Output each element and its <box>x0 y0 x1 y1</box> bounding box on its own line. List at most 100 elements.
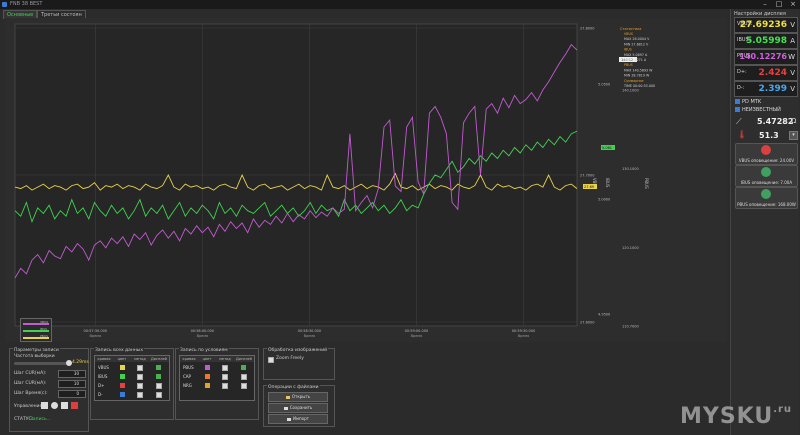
all-data-title: Запись всех данных <box>94 348 145 353</box>
image-ops-title: Обработка изображений <box>267 348 329 353</box>
col-color: цвет <box>113 356 131 362</box>
color-swatch[interactable] <box>205 374 210 379</box>
col-curve: кривая <box>95 356 113 362</box>
save-button[interactable]: Сохранить <box>268 403 328 413</box>
pause-icon[interactable] <box>61 402 68 409</box>
grid-lines <box>15 24 577 326</box>
step-time-label: Шаг Время(с): <box>14 391 48 396</box>
x-tick-label: 00:59:00.000 <box>405 329 429 333</box>
y-right-tick: 140.1000 <box>622 89 639 93</box>
color-swatch[interactable] <box>120 365 125 370</box>
meter-ibus-value: 5.05998 <box>746 36 787 46</box>
step-cur-input-1[interactable]: 30 <box>58 370 86 378</box>
maximize-button[interactable]: □ <box>775 0 783 8</box>
step-cur-label-2: Шаг CUR(мА): <box>14 381 47 386</box>
protocol-check-unknown[interactable]: НЕИЗВЕСТНЫЙ <box>735 107 781 113</box>
slider-handle[interactable] <box>66 360 72 366</box>
import-button[interactable]: Импорт <box>268 414 328 424</box>
series-line-ibus <box>14 130 578 224</box>
table-row-vbus: VBUS <box>98 365 109 370</box>
minimize-button[interactable]: – <box>763 0 767 8</box>
protocol-check-pd-label: PD MTK <box>742 99 762 105</box>
meter-dplus-value: 2.424 <box>758 68 787 78</box>
temperature-value: 51.3 <box>759 131 779 140</box>
table-row-dplus: D+ <box>98 383 105 388</box>
meter-ibus: IBUS: 5.05998 A <box>734 33 798 49</box>
axis-label-right: PBUS <box>644 178 649 189</box>
meter-dminus: D-: 2.399 V <box>734 81 798 97</box>
app-logo-icon <box>2 2 7 7</box>
display-checkbox[interactable] <box>241 365 246 370</box>
method-checkbox[interactable] <box>137 374 143 380</box>
display-checkbox[interactable] <box>241 383 247 389</box>
axis-label-mid: IBUS <box>605 178 610 188</box>
color-swatch[interactable] <box>120 383 125 388</box>
alarm-ok-icon <box>761 189 771 199</box>
file-icon[interactable] <box>41 402 48 409</box>
x-tick-label: 00:58:00.000 <box>191 329 215 333</box>
open-button[interactable]: Открыть <box>268 392 328 402</box>
method-checkbox[interactable] <box>137 365 143 371</box>
tab-third-state[interactable]: Третьи состоян <box>37 10 86 19</box>
method-checkbox[interactable] <box>137 392 143 398</box>
color-swatch[interactable] <box>120 392 125 397</box>
y-right-tick: 130.1000 <box>622 167 639 171</box>
meter-ibus-label: IBUS: <box>737 37 751 43</box>
conditional-data-group: Запись по условиям кривая цвет метод Дис… <box>175 348 259 420</box>
sample-rate-slider[interactable] <box>14 360 72 366</box>
tab-main[interactable]: Основные <box>3 10 38 19</box>
display-checkbox[interactable] <box>156 383 162 389</box>
display-checkbox[interactable] <box>156 374 161 379</box>
protocol-check-pd[interactable]: PD MTK <box>735 99 761 105</box>
method-checkbox[interactable] <box>222 374 228 380</box>
checkbox-icon <box>735 107 740 112</box>
vbus-alarm-button[interactable]: VBUS оповещение: 24.00V <box>735 143 798 165</box>
file-ops-title: Операции с файлами <box>267 385 320 390</box>
plot-area[interactable]: 00:57:30.000 Время 00:58:00.000 Время 00:58:… <box>5 18 727 342</box>
color-swatch[interactable] <box>205 365 210 370</box>
display-checkbox[interactable] <box>156 365 161 370</box>
meter-dplus: D+: 2.424 V <box>734 65 798 81</box>
table-row-ibus: IBUS <box>98 374 108 379</box>
watermark: MYSKU.ru <box>680 404 792 429</box>
stop-icon[interactable] <box>71 402 78 409</box>
step-time-input[interactable]: 0 <box>58 390 86 398</box>
temperature-row: 🌡 51.3 ▾ <box>735 130 798 142</box>
line-chart[interactable]: 00:57:30.000Время00:58:00.000Время00:58:… <box>5 18 727 342</box>
method-checkbox[interactable] <box>222 365 228 371</box>
record-icon[interactable] <box>51 402 58 409</box>
stats-line: VBUS <box>624 32 633 36</box>
color-swatch[interactable] <box>120 374 125 379</box>
conditional-data-table: кривая цвет метод Дисплей PBUS CAP NRG <box>179 355 255 401</box>
ibus-alarm-label: IBUS оповещение: 7.00A <box>740 180 793 185</box>
sample-rate-value: 4.29ms <box>72 360 89 365</box>
method-checkbox[interactable] <box>222 383 228 389</box>
legend-label-vbus: VBUS <box>40 320 49 324</box>
watermark-suffix: .ru <box>773 404 793 415</box>
stats-line: IBUS <box>624 48 632 52</box>
table-row-dminus: D- <box>98 392 103 397</box>
y-right-tick: 110.7000 <box>622 325 639 329</box>
col-display: Дисплей <box>234 356 254 362</box>
control-label: Управление: <box>14 404 44 409</box>
stats-line: MAX 28.0004 V <box>624 37 650 41</box>
meter-dplus-label: D+: <box>737 69 747 75</box>
close-button[interactable]: × <box>790 0 796 8</box>
display-checkbox[interactable] <box>241 374 247 380</box>
legend-swatch-ibus <box>23 330 49 332</box>
ibus-alarm-button[interactable]: IBUS оповещение: 7.00A <box>735 165 798 187</box>
zoom-freely-checkbox[interactable] <box>268 357 274 363</box>
step-cur-input-2[interactable]: 10 <box>58 380 86 388</box>
table-row-cap: CAP <box>183 374 191 379</box>
display-checkbox[interactable] <box>156 392 162 398</box>
legend-label-pbus: PBUS <box>40 334 48 338</box>
y-left-tick: 27.7000 <box>580 174 594 178</box>
temperature-unit-dropdown[interactable]: ▾ <box>789 131 798 140</box>
color-swatch[interactable] <box>205 383 210 388</box>
alarm-bell-icon <box>761 145 771 155</box>
pbus-alarm-button[interactable]: PBUS оповещение: 168.00W <box>735 187 798 209</box>
x-tick-sub: Время <box>197 334 209 338</box>
method-checkbox[interactable] <box>137 383 143 389</box>
x-tick-label: 00:58:30.000 <box>298 329 322 333</box>
